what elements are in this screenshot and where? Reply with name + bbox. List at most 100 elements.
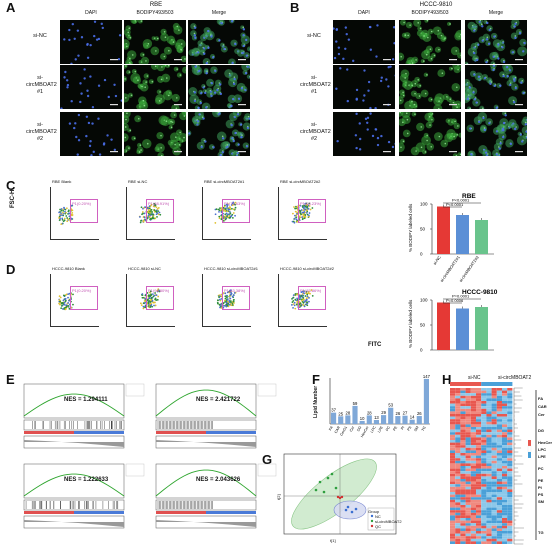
- c-gate-3: [222, 199, 250, 223]
- d-gate-label-4: P1(85.86%): [300, 288, 322, 293]
- heatmap-class-pi: PI: [538, 485, 542, 490]
- panel-label-h: H: [442, 372, 452, 387]
- lipid-value-label: 10: [360, 416, 365, 421]
- lipid-bar-DG: [359, 420, 365, 424]
- panel-b-tile-r3-c1: [333, 112, 395, 156]
- lipid-value-label: 26: [396, 411, 401, 416]
- heatmap-class-pe: PE: [538, 478, 544, 483]
- nes-label-3: NES = 1.222633: [64, 477, 109, 483]
- lipid-value-label: 147: [423, 374, 431, 379]
- lipid-bar-PI: [402, 415, 408, 424]
- panel-label-e: E: [6, 372, 15, 387]
- lipid-bar-PE: [395, 416, 401, 424]
- panel-c-ylabel: FSC-H: [10, 189, 16, 208]
- c-flow-plot-1: [50, 187, 99, 240]
- panel-a-tile-r1-c1: [60, 20, 122, 64]
- panel-a-row-sinc: si-NC: [33, 33, 47, 39]
- c-flow-plot-2: [126, 187, 175, 240]
- d-flow-plot-3: [202, 274, 251, 327]
- heatmap-class-hexcer: HexCer: [538, 440, 553, 445]
- panel-b-tile-r2-c2: [399, 65, 461, 109]
- d-gate-label-2: P1(94.80%): [148, 288, 170, 293]
- heatmap-class-pc: PC: [538, 466, 544, 471]
- panel-label-f: F: [312, 372, 320, 387]
- c-gate-4: [298, 199, 326, 223]
- heatmap-group-sinc: si-NC: [468, 375, 481, 381]
- c-flow-title-4: RBE si-circMBOAT2#2: [280, 179, 321, 184]
- panel-a-tile-r3-c2: [124, 112, 186, 156]
- lipid-category-label: PE: [392, 425, 398, 432]
- heatmap-class-tg: TG: [538, 530, 544, 535]
- heatmap-class-lpe: LPE: [538, 454, 546, 459]
- c-gate-label-2: P1(88.91%): [148, 201, 170, 206]
- nes-label-4: NES = 2.043626: [196, 477, 241, 483]
- gsea-plot-3: [23, 463, 145, 529]
- lipid-value-label: 13: [374, 415, 379, 420]
- panel-a-tile-r2-c3: [188, 65, 250, 109]
- lipid-bar-LPC: [373, 420, 379, 424]
- panel-b-tile-r2-c3: [465, 65, 527, 109]
- bar-1: [437, 302, 450, 350]
- bar-tick-label: 100: [420, 298, 428, 303]
- lipid-bar-FA: [331, 412, 337, 424]
- pca-xlabel: t[1]: [330, 538, 336, 543]
- lipid-value-label: 14: [410, 415, 415, 420]
- lipid-value-label: 37: [331, 408, 336, 413]
- panel-b-col-merge: Merge: [488, 10, 504, 16]
- panel-label-g: G: [262, 452, 273, 467]
- nes-label-2: NES = 2.421722: [196, 397, 241, 403]
- panel-a-tile-r3-c1: [60, 112, 122, 156]
- heatmap-class-car: CAR: [538, 404, 547, 409]
- d-flow-plot-1: [50, 274, 99, 327]
- nes-label-1: NES = 1.294111: [64, 397, 108, 403]
- panel-a-tile-r3-c3: [188, 112, 250, 156]
- bar-chart-rbe: RBE 0 50 100 % BODIPY labeled cells si-NC si-c…: [408, 193, 494, 283]
- c-gate-label-3: P1(74.63%): [224, 201, 246, 206]
- lipid-bar-PS: [409, 419, 415, 424]
- lipid-category-label: SM: [413, 425, 419, 432]
- panel-a-row-si1: si-circMBOAT2 #1: [26, 75, 57, 95]
- bar-2: [456, 215, 469, 254]
- d-flow-title-2: HCCC-9810 si-NC: [128, 266, 161, 271]
- panel-b-tile-r3-c3: [465, 112, 527, 156]
- bar-tick-label: 50: [420, 323, 426, 328]
- panel-b-tile-r1-c2: [399, 20, 461, 64]
- bar-tick-label: 0: [420, 252, 423, 257]
- d-gate-3: [222, 286, 250, 310]
- d-gate-label-1: P1(0.20%): [72, 288, 91, 293]
- panel-label-a: A: [6, 0, 16, 15]
- lipid-category-label: PI: [400, 426, 405, 431]
- gsea-plots: [23, 383, 277, 529]
- d-gate-label-3: P1(83.38%): [224, 288, 246, 293]
- d-flow-title-1: HCCC-9810 Blank: [52, 266, 85, 271]
- lipid-value-label: 26: [417, 411, 422, 416]
- lipid-value-label: 29: [381, 410, 386, 415]
- heatmap-class-dg: DG: [538, 428, 544, 433]
- pvalue-label: P=0.0006: [446, 298, 464, 303]
- bar-2: [456, 308, 469, 350]
- heatmap-class-lpc: LPC: [538, 447, 546, 452]
- lipid-category-label: DG: [356, 425, 362, 432]
- lipid-value-label: 27: [403, 411, 408, 416]
- bar-chart-hccc: HCCC-9810 0 50 100 % BODIPY labeled cells si-…: [408, 289, 498, 352]
- panel-b-col-dapi: DAPI: [358, 10, 370, 16]
- lipid-category-label: CAR: [334, 425, 341, 434]
- lipid-value-label: 25: [338, 411, 343, 416]
- panel-a-col-bodipy: BODIPY493/503: [136, 10, 174, 16]
- lipid-bar-LPE: [381, 415, 387, 424]
- lipid-value-label: 59: [353, 401, 358, 406]
- lipid-number-chart: 37 FA 25 CAR 28 CerG1 59 Cer 10 DG 28 HexCer 13 LPC 29…: [328, 374, 431, 438]
- bar-tick-label: 50: [420, 227, 426, 232]
- lipid-category-label: LPC: [370, 425, 377, 433]
- panel-b-row-sinc: si-NC: [307, 33, 321, 39]
- lipid-category-label: HexCer: [360, 425, 370, 438]
- c-flow-plot-3: [202, 187, 251, 240]
- panel-b-col-bodipy: BODIPY493/503: [411, 10, 449, 16]
- lipid-category-label: Cer: [349, 425, 356, 433]
- panel-b-row-si2: si-circMBOAT2 #2: [300, 122, 331, 142]
- panel-b-tile-r1-c3: [465, 20, 527, 64]
- d-flow-title-3: HCCC-9810 si-circMBOAT2#1: [204, 266, 258, 271]
- bar-1: [437, 206, 450, 254]
- c-gate-label-4: P1(68.23%): [300, 201, 322, 206]
